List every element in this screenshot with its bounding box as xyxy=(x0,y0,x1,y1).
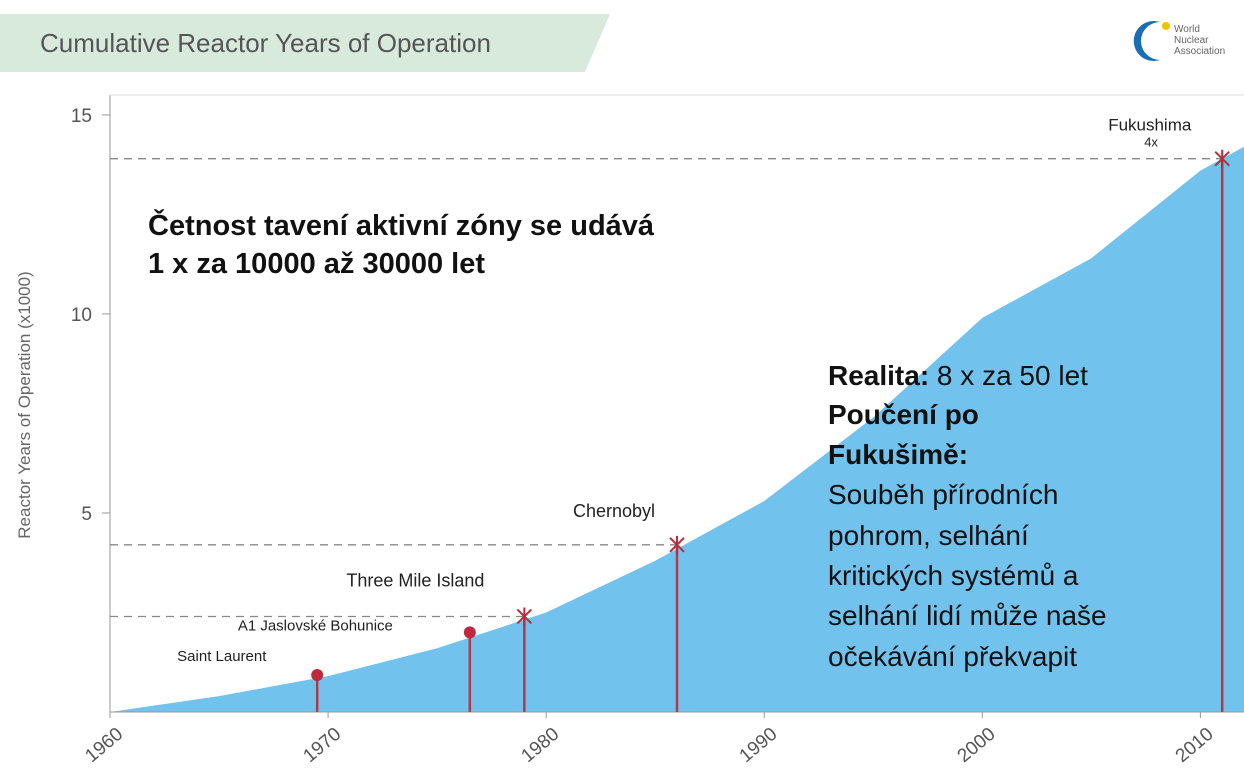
x-tick-label: 2000 xyxy=(954,724,1000,767)
x-tick-label: 1970 xyxy=(299,724,345,767)
event-label: Saint Laurent xyxy=(177,648,267,665)
chart-title: Cumulative Reactor Years of Operation xyxy=(40,28,491,58)
event-label: A1 Jaslovské Bohunice xyxy=(238,617,393,634)
event-marker xyxy=(669,535,685,554)
y-tick-label: 10 xyxy=(71,305,92,326)
logo-dot xyxy=(1162,22,1170,30)
event-label: Fukushima xyxy=(1108,116,1192,135)
event-marker xyxy=(1214,149,1230,168)
annotation-right-line: selhání lidí může naše xyxy=(828,600,1107,631)
title-banner xyxy=(0,14,610,72)
annotation-segment: selhání lidí může naše xyxy=(828,600,1107,631)
event-label: Chernobyl xyxy=(573,501,655,521)
logo-text: World xyxy=(1174,24,1200,35)
x-tick-label: 1990 xyxy=(736,724,782,767)
y-tick-label: 15 xyxy=(71,106,92,127)
event-label: Three Mile Island xyxy=(346,570,484,590)
x-tick-label: 2010 xyxy=(1172,724,1218,767)
annotation-right-line: pohrom, selhání xyxy=(828,520,1029,551)
annotation-right-line: kritických systémů a xyxy=(828,560,1079,591)
area xyxy=(110,146,1244,712)
annotation-segment: kritických systémů a xyxy=(828,560,1079,591)
event-marker xyxy=(311,668,324,681)
logo-text: Association xyxy=(1174,46,1225,57)
logo: World Nuclear Association xyxy=(1133,21,1225,61)
y-tick-label: 5 xyxy=(81,504,92,525)
annotation-segment: pohrom, selhání xyxy=(828,520,1029,551)
event-note: 4x xyxy=(1144,135,1158,150)
annotation-segment: Souběh přírodních xyxy=(828,479,1058,510)
annotation-segment: Poučení po xyxy=(828,399,979,430)
annotation-right-line: Fukušimě: xyxy=(828,439,968,470)
annotation-segment: Fukušimě: xyxy=(828,439,968,470)
annotation-right-line: Poučení po xyxy=(828,399,979,430)
annotation-right-line: očekávání překvapit xyxy=(828,641,1077,672)
annotation-right-line: Souběh přírodních xyxy=(828,479,1058,510)
annotation-right-line: Realita: 8 x za 50 let xyxy=(828,360,1088,391)
event-marker xyxy=(516,607,533,626)
logo-icon xyxy=(1133,21,1160,61)
y-axis-label: Reactor Years of Operation (x1000) xyxy=(15,271,34,538)
annotation-segment: Realita: xyxy=(828,360,929,391)
x-tick-label: 1960 xyxy=(81,724,127,767)
annotation-left: Četnost tavení aktivní zóny se udává xyxy=(148,208,655,242)
annotation-segment: očekávání překvapit xyxy=(828,641,1077,672)
annotation-left: 1 x za 10000 až 30000 let xyxy=(148,248,485,280)
x-tick-label: 1980 xyxy=(517,724,563,767)
annotation-segment: 8 x za 50 let xyxy=(929,360,1088,391)
event-marker xyxy=(463,626,476,639)
logo-text: Nuclear xyxy=(1174,35,1209,46)
